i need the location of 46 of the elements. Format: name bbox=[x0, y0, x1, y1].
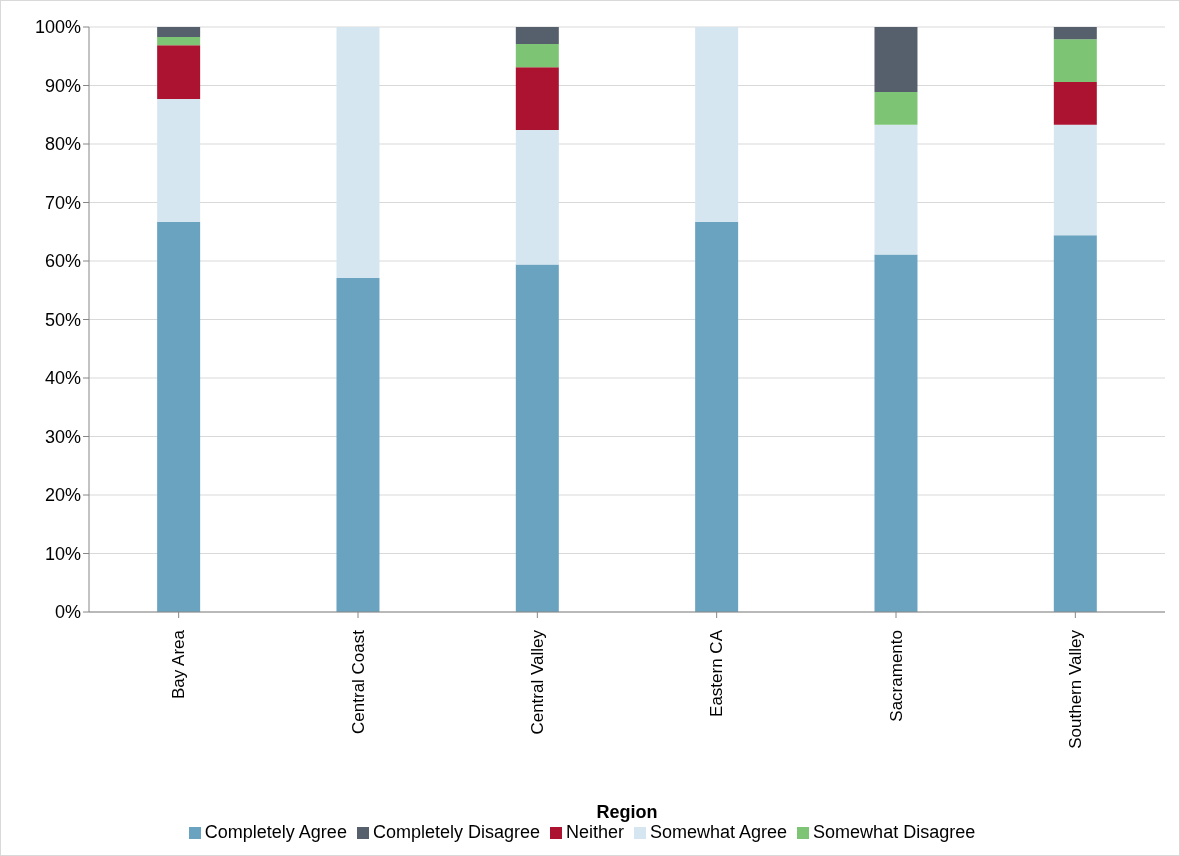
x-tick-label: Southern Valley bbox=[1065, 629, 1085, 749]
y-tick-label: 50% bbox=[44, 309, 81, 330]
bar bbox=[695, 221, 739, 612]
bar bbox=[874, 27, 918, 92]
y-tick-label: 100% bbox=[34, 17, 81, 38]
bar bbox=[515, 129, 559, 265]
x-tick-label: Bay Area bbox=[169, 629, 189, 699]
bar bbox=[1053, 124, 1097, 236]
y-tick-label: 20% bbox=[44, 485, 81, 506]
bar bbox=[1053, 39, 1097, 82]
legend-label: Completely Agree bbox=[204, 822, 347, 842]
legend-label: Somewhat Agree bbox=[650, 822, 788, 842]
bar bbox=[1053, 235, 1097, 612]
y-tick-label: 10% bbox=[44, 543, 81, 564]
y-tick-label: 30% bbox=[44, 426, 81, 447]
bar bbox=[336, 277, 380, 612]
bar bbox=[515, 264, 559, 612]
legend-label: Completely Disagree bbox=[372, 822, 540, 842]
bar bbox=[157, 98, 201, 222]
x-tick-label: Sacramento bbox=[886, 630, 906, 722]
bar bbox=[1053, 27, 1097, 40]
bar bbox=[157, 221, 201, 612]
x-tick-label: Eastern CA bbox=[707, 629, 727, 717]
bar bbox=[1053, 81, 1097, 125]
bar bbox=[515, 67, 559, 130]
bar bbox=[157, 45, 201, 99]
bar bbox=[157, 27, 201, 37]
y-tick-label: 0% bbox=[54, 602, 81, 623]
x-tick-label: Central Valley bbox=[527, 629, 547, 735]
legend-label: Somewhat Disagree bbox=[813, 822, 976, 842]
bar bbox=[157, 36, 201, 46]
x-axis-title: Region bbox=[596, 802, 658, 822]
legend-label: Neither bbox=[565, 822, 624, 842]
bar bbox=[695, 27, 739, 222]
bar bbox=[874, 91, 918, 125]
bar bbox=[874, 254, 918, 612]
bar bbox=[874, 124, 918, 255]
x-tick-label: Central Coast bbox=[348, 629, 368, 734]
y-tick-label: 40% bbox=[44, 368, 81, 389]
y-tick-label: 70% bbox=[44, 192, 81, 213]
bar bbox=[515, 27, 559, 44]
bar bbox=[336, 27, 380, 278]
y-tick-label: 90% bbox=[44, 75, 81, 96]
y-tick-label: 80% bbox=[44, 134, 81, 155]
y-tick-label: 60% bbox=[44, 251, 81, 272]
bar bbox=[515, 43, 559, 68]
